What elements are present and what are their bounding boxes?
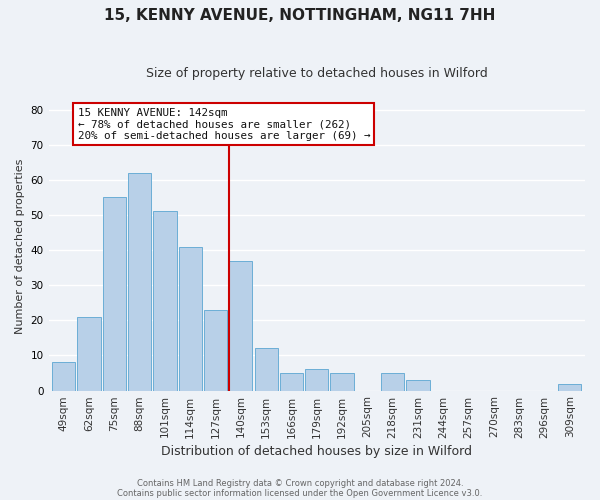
Bar	[103, 198, 126, 390]
Text: Contains HM Land Registry data © Crown copyright and database right 2024.: Contains HM Land Registry data © Crown c…	[137, 478, 463, 488]
Bar	[154, 212, 176, 390]
Bar	[128, 173, 151, 390]
Text: Contains public sector information licensed under the Open Government Licence v3: Contains public sector information licen…	[118, 488, 482, 498]
Text: 15 KENNY AVENUE: 142sqm
← 78% of detached houses are smaller (262)
20% of semi-d: 15 KENNY AVENUE: 142sqm ← 78% of detache…	[77, 108, 370, 141]
Bar	[229, 260, 253, 390]
Bar	[52, 362, 76, 390]
Bar	[254, 348, 278, 391]
Bar	[558, 384, 581, 390]
Bar	[280, 373, 303, 390]
Bar	[77, 317, 101, 390]
Bar	[179, 246, 202, 390]
Text: 15, KENNY AVENUE, NOTTINGHAM, NG11 7HH: 15, KENNY AVENUE, NOTTINGHAM, NG11 7HH	[104, 8, 496, 22]
Y-axis label: Number of detached properties: Number of detached properties	[15, 159, 25, 334]
Bar	[381, 373, 404, 390]
Bar	[331, 373, 354, 390]
Bar	[204, 310, 227, 390]
Bar	[305, 370, 328, 390]
X-axis label: Distribution of detached houses by size in Wilford: Distribution of detached houses by size …	[161, 444, 472, 458]
Title: Size of property relative to detached houses in Wilford: Size of property relative to detached ho…	[146, 68, 488, 80]
Bar	[406, 380, 430, 390]
